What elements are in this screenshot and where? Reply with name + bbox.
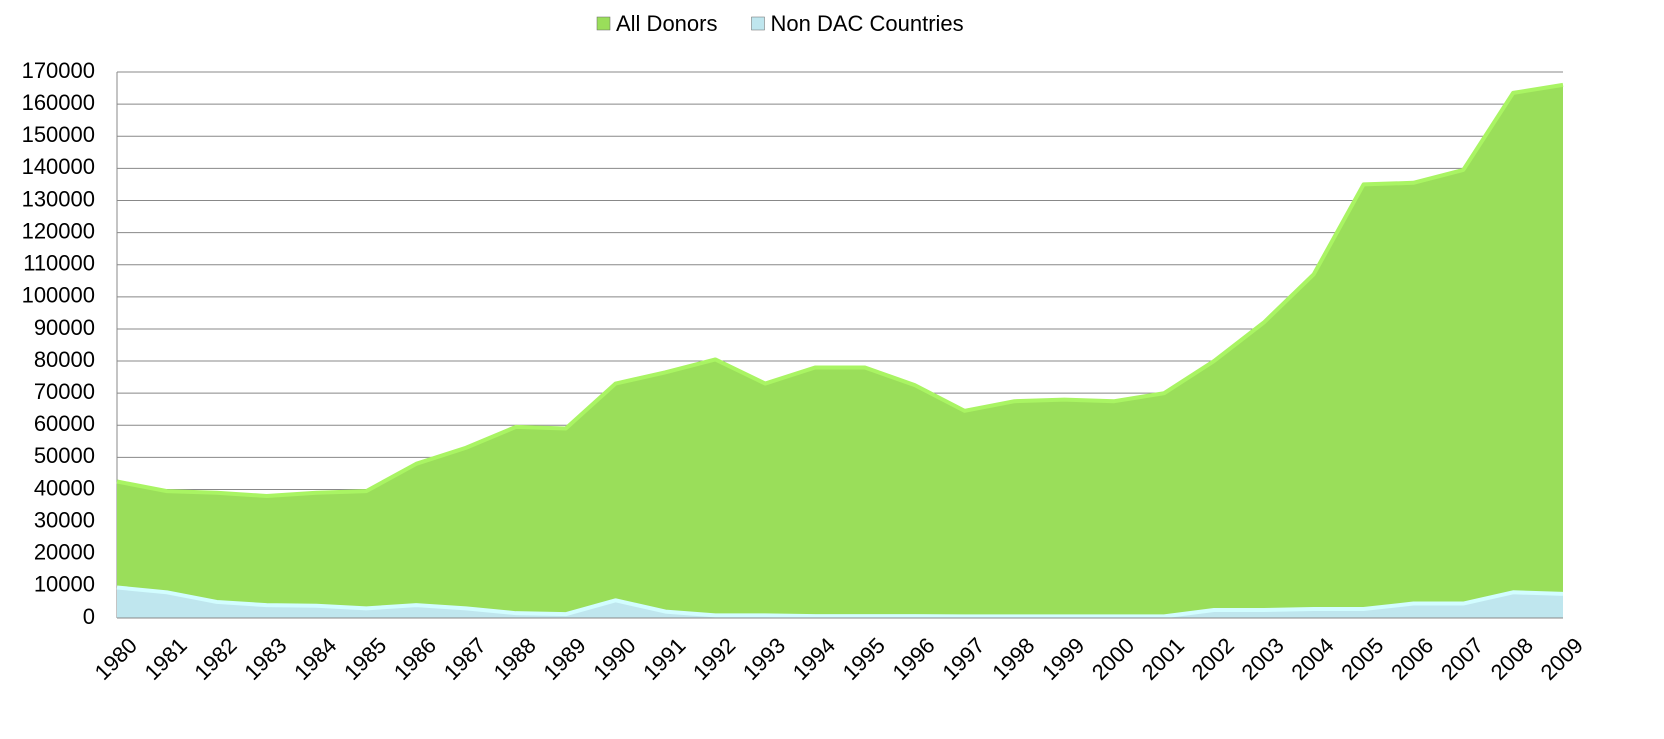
legend-swatch [596, 16, 611, 31]
x-tick-label: 1980 [90, 633, 142, 685]
y-tick-label: 110000 [23, 251, 95, 276]
x-tick-label: 1987 [439, 633, 491, 685]
y-tick-label: 70000 [34, 379, 95, 404]
x-tick-label: 1990 [588, 633, 640, 685]
y-tick-label: 160000 [22, 90, 95, 115]
x-tick-label: 1984 [289, 633, 341, 685]
x-tick-label: 2003 [1236, 633, 1288, 685]
y-tick-label: 50000 [34, 443, 95, 468]
y-tick-label: 0 [83, 604, 95, 629]
x-tick-label: 1985 [339, 633, 391, 685]
x-tick-label: 1981 [140, 633, 192, 685]
y-tick-label: 100000 [22, 283, 95, 308]
x-tick-label: 1997 [937, 633, 989, 685]
area-fill [117, 84, 1563, 619]
x-tick-label: 2006 [1386, 633, 1438, 685]
x-tick-label: 1982 [189, 633, 241, 685]
x-tick-label: 1991 [638, 633, 690, 685]
x-tick-label: 1986 [389, 633, 441, 685]
x-tick-label: 2002 [1187, 633, 1239, 685]
y-tick-label: 120000 [22, 218, 95, 243]
y-tick-label: 60000 [34, 411, 95, 436]
x-tick-label: 2009 [1536, 633, 1588, 685]
legend-label: All Donors [616, 11, 717, 36]
x-tick-label: 2007 [1436, 633, 1488, 685]
y-tick-label: 150000 [22, 122, 95, 147]
x-tick-label: 1995 [838, 633, 890, 685]
x-tick-label: 1988 [489, 633, 541, 685]
x-tick-label: 2004 [1286, 633, 1338, 685]
y-tick-label: 170000 [22, 58, 95, 83]
x-tick-label: 2008 [1486, 633, 1538, 685]
y-tick-label: 90000 [34, 315, 95, 340]
y-tick-label: 140000 [22, 154, 95, 179]
x-tick-label: 1998 [987, 633, 1039, 685]
y-tick-label: 40000 [34, 475, 95, 500]
x-tick-label: 1989 [538, 633, 590, 685]
x-tick-label: 1992 [688, 633, 740, 685]
x-tick-label: 1994 [788, 633, 840, 685]
x-tick-label: 2001 [1137, 633, 1189, 685]
x-tick-label: 1983 [239, 633, 291, 685]
x-tick-label: 2000 [1087, 633, 1139, 685]
y-tick-label: 130000 [22, 186, 95, 211]
y-tick-label: 20000 [34, 540, 95, 565]
x-tick-label: 1999 [1037, 633, 1089, 685]
area-line [116, 82, 1564, 498]
legend-label: Non DAC Countries [770, 11, 963, 36]
y-tick-label: 30000 [34, 507, 95, 532]
area-line [116, 585, 1564, 619]
x-tick-label: 1993 [738, 633, 790, 685]
x-tick-label: 2005 [1336, 633, 1388, 685]
legend-swatch [751, 16, 765, 31]
y-tick-label: 80000 [34, 347, 95, 372]
x-tick-label: 1996 [887, 633, 939, 685]
y-tick-label: 10000 [34, 572, 95, 597]
